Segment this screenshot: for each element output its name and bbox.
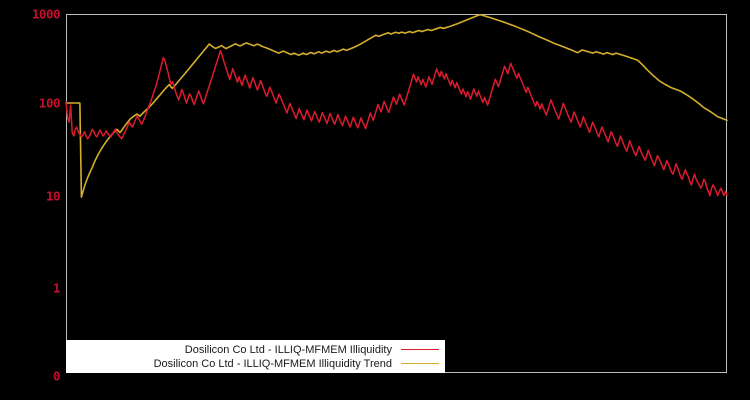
y-tick-10: 10: [45, 188, 61, 204]
legend-label-illiquidity: Dosilicon Co Ltd - ILLIQ-MFMEM Illiquidi…: [184, 343, 392, 356]
y-tick-0: 0: [52, 368, 61, 384]
y-axis-tick-labels: 1000 100 10 1 0: [0, 0, 61, 400]
chart-legend[interactable]: Dosilicon Co Ltd - ILLIQ-MFMEM Illiquidi…: [66, 340, 445, 373]
legend-item-illiquidity[interactable]: Dosilicon Co Ltd - ILLIQ-MFMEM Illiquidi…: [66, 343, 445, 357]
legend-item-illiquidity-trend[interactable]: Dosilicon Co Ltd - ILLIQ-MFMEM Illiquidi…: [66, 357, 445, 371]
y-tick-1000: 1000: [31, 6, 61, 22]
legend-label-illiquidity-trend: Dosilicon Co Ltd - ILLIQ-MFMEM Illiquidi…: [153, 357, 392, 370]
legend-swatch-illiquidity-trend: [401, 363, 439, 364]
y-tick-100: 100: [38, 95, 61, 111]
plot-area: [66, 14, 727, 373]
legend-swatch-illiquidity: [401, 349, 439, 350]
y-tick-1: 1: [52, 280, 61, 296]
